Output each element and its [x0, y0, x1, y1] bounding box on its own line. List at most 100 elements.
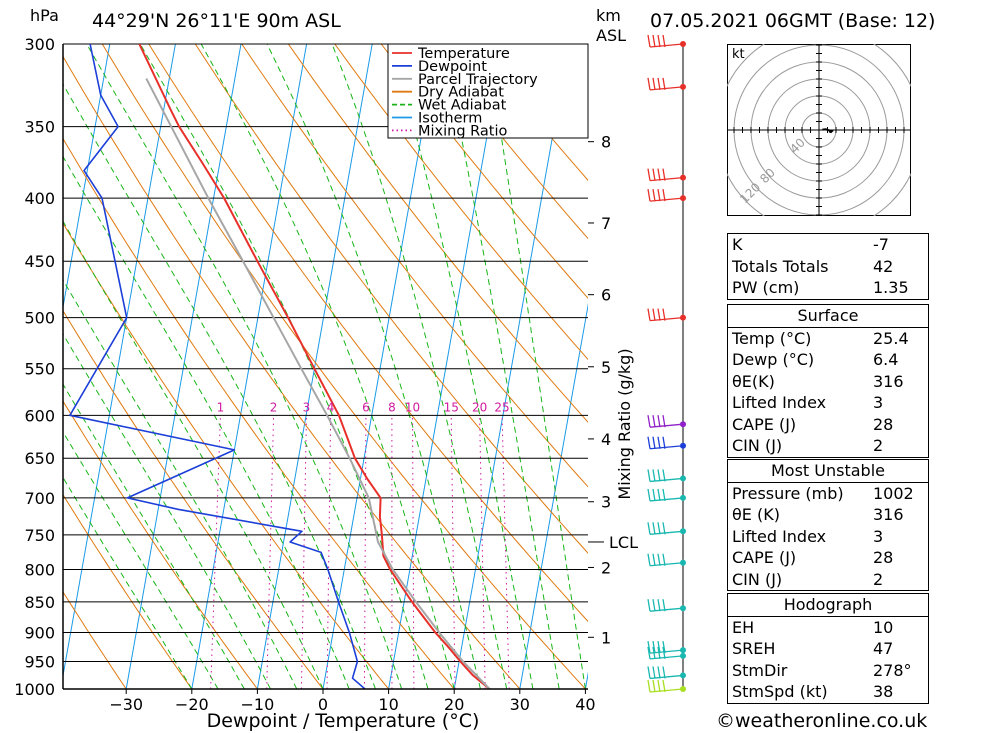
wind-barb — [647, 522, 686, 535]
index-label: CIN (J) — [732, 436, 783, 455]
location-title: 44°29'N 26°11'E 90m ASL — [92, 10, 341, 32]
index-value: -7 — [873, 235, 889, 254]
index-row: EH 10 — [728, 615, 928, 639]
surface-title: Surface — [797, 306, 859, 325]
dry-adiabat-line — [334, 44, 588, 361]
wind-barb — [647, 308, 686, 322]
km-tick-label: 6 — [601, 286, 611, 305]
index-label: Pressure (mb) — [732, 483, 844, 503]
index-row: Temp (°C) 25.4 — [728, 326, 928, 350]
isotherm-line — [256, 44, 373, 689]
km-tick-label: 4 — [601, 430, 611, 449]
datetime-title: 07.05.2021 06GMT (Base: 12) — [650, 10, 936, 32]
hodograph-title: Hodograph — [783, 595, 873, 614]
index-value: 3 — [873, 393, 884, 412]
temperature-tick-label: −10 — [241, 695, 275, 714]
mixing-ratio-tick-label: 15 — [444, 400, 459, 414]
index-label: θE(K) — [732, 371, 775, 391]
index-row: StmSpd (kt) 38 — [728, 681, 928, 703]
mixing-ratio-tick-label: 2 — [270, 400, 278, 414]
dry-adiabat-line — [63, 493, 193, 689]
km-unit-label: km — [596, 6, 621, 25]
mixing-ratio-tick-label: 4 — [327, 400, 335, 414]
index-value: 6.4 — [873, 350, 899, 369]
legend-entry: Wet Adiabat — [418, 98, 507, 114]
legend-entry: Parcel Trajectory — [418, 72, 538, 88]
index-value: 316 — [873, 371, 904, 391]
km-tick-label: 5 — [601, 358, 611, 377]
wind-barb — [647, 646, 686, 660]
temperature-tick-label: −20 — [175, 695, 209, 714]
pressure-tick-label: 350 — [24, 118, 55, 137]
mixing-ratio-tick-label: 8 — [388, 400, 396, 414]
index-label: Lifted Index — [732, 393, 827, 412]
x-axis-label: Dewpoint / Temperature (°C) — [207, 710, 480, 732]
index-label: CIN (J) — [732, 569, 783, 589]
temperature-tick-label: 10 — [378, 695, 398, 714]
dry-adiabat-line — [287, 44, 588, 423]
mixing-ratio-tick-label: 10 — [405, 400, 420, 414]
km-tick-label: 2 — [601, 558, 611, 577]
indices-table-general: K -7 Totals Totals 42 PW (cm) 1.35 — [727, 233, 929, 300]
index-row: PW (cm) 1.35 — [728, 277, 928, 299]
isotherm-line — [125, 44, 242, 689]
temperature-tick-label: 30 — [510, 695, 530, 714]
wind-barb — [647, 168, 686, 182]
index-value: 2 — [873, 569, 884, 589]
index-value: 10 — [873, 617, 894, 637]
pressure-tick-label: 550 — [24, 360, 55, 379]
wet-adiabat-line — [331, 44, 508, 689]
pressure-tick-label: 300 — [24, 35, 55, 54]
index-row: Totals Totals 42 — [728, 256, 928, 278]
temperature-profile — [138, 44, 491, 689]
legend-entry: Mixing Ratio — [418, 123, 508, 139]
index-label: CAPE (J) — [732, 414, 797, 434]
pressure-tick-label: 500 — [24, 309, 55, 328]
temperature-tick-label: 0 — [318, 695, 328, 714]
pressure-tick-label: 800 — [24, 560, 55, 579]
index-label: CAPE (J) — [732, 548, 797, 567]
mixing-ratio-tick-label: 3 — [303, 400, 311, 414]
wind-barb — [647, 77, 686, 91]
index-label: Dewp (°C) — [732, 350, 815, 369]
wind-barb — [647, 415, 686, 428]
mixing-ratio-axis-label: Mixing Ratio (g/kg) — [615, 348, 634, 499]
pressure-tick-label: 700 — [24, 489, 55, 508]
lcl-label: LCL — [609, 533, 638, 552]
index-label: SREH — [732, 639, 776, 658]
wind-barb — [647, 436, 686, 450]
index-value: 1002 — [873, 483, 914, 503]
wind-barb — [647, 189, 686, 202]
pressure-tick-label: 900 — [24, 624, 55, 643]
index-value: 28 — [873, 414, 894, 434]
mixing-ratio-tick-label: 20 — [472, 400, 487, 414]
wind-barb — [647, 679, 686, 693]
km-tick-label: 1 — [601, 628, 611, 647]
hodograph-unit-label: kt — [732, 47, 745, 62]
isotherm-line — [63, 44, 111, 310]
pressure-tick-label: 450 — [24, 252, 55, 271]
indices-table-hodograph: Hodograph EH 10 SREH 47 StmDir 278° StmSpd (kt… — [727, 593, 929, 704]
legend-entry: Isotherm — [418, 111, 482, 127]
index-row: CIN (J) 2 — [728, 569, 928, 591]
wet-adiabat-line — [441, 44, 560, 689]
dry-adiabat-line — [63, 137, 455, 689]
wind-barb — [647, 469, 686, 483]
index-row: CAPE (J) 28 — [728, 414, 928, 436]
index-row: K -7 — [728, 234, 928, 256]
wet-adiabat-line — [485, 44, 586, 689]
indices-table-surface: Surface Temp (°C) 25.4 Dewp (°C) 6.4 θE(K) 31… — [727, 304, 929, 458]
dry-adiabat-line — [63, 590, 127, 689]
legend-entry: Temperature — [417, 46, 510, 62]
mixing-ratio-tick-label: 6 — [362, 400, 370, 414]
index-label: Temp (°C) — [732, 328, 812, 348]
index-value: 2 — [873, 436, 884, 455]
dry-adiabat-line — [427, 44, 588, 240]
index-row: Dewp (°C) 6.4 — [728, 349, 928, 371]
index-label: Lifted Index — [732, 526, 827, 546]
index-value: 316 — [873, 505, 904, 524]
wind-barb — [647, 666, 686, 680]
legend-entry: Dewpoint — [418, 59, 487, 75]
isotherm-line — [322, 44, 439, 689]
